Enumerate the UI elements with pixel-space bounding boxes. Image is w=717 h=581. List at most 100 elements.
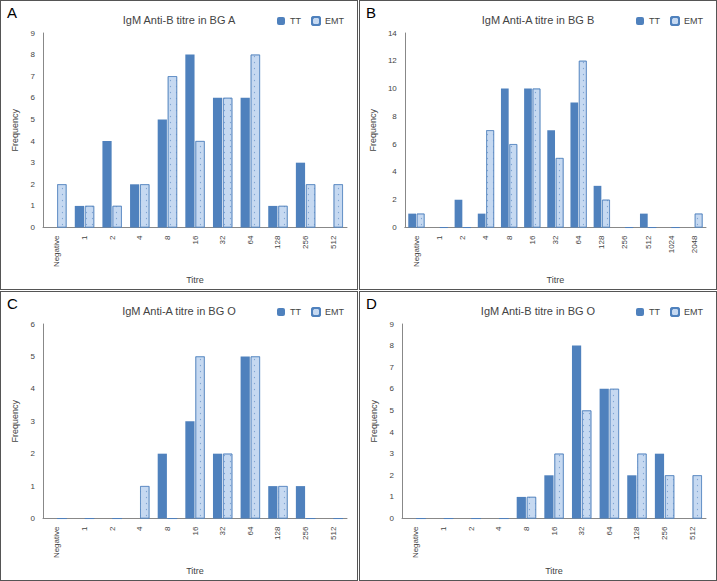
svg-text:64: 64 — [246, 526, 255, 535]
svg-text:128: 128 — [597, 235, 606, 249]
svg-text:6: 6 — [392, 140, 397, 149]
svg-text:1: 1 — [80, 526, 89, 531]
svg-text:Titre: Titre — [186, 275, 204, 285]
svg-text:0: 0 — [392, 223, 397, 232]
svg-text:5: 5 — [31, 115, 36, 124]
svg-text:8: 8 — [522, 526, 531, 531]
svg-text:4: 4 — [31, 137, 36, 146]
svg-text:64: 64 — [246, 235, 255, 244]
svg-text:IgM Anti-B titre in BG O: IgM Anti-B titre in BG O — [481, 305, 596, 317]
svg-text:16: 16 — [528, 235, 537, 244]
svg-text:0: 0 — [31, 514, 36, 523]
svg-text:3: 3 — [31, 158, 36, 167]
svg-text:1024: 1024 — [667, 235, 676, 253]
svg-text:3: 3 — [390, 449, 395, 458]
svg-text:Negative: Negative — [412, 235, 421, 267]
svg-text:128: 128 — [273, 526, 282, 540]
svg-text:2: 2 — [108, 235, 117, 240]
svg-text:6: 6 — [31, 93, 36, 102]
svg-text:512: 512 — [329, 235, 338, 249]
svg-text:8: 8 — [390, 341, 395, 350]
svg-text:9: 9 — [31, 29, 36, 38]
svg-text:Negative: Negative — [411, 526, 420, 558]
svg-text:16: 16 — [191, 235, 200, 244]
svg-text:64: 64 — [605, 526, 614, 535]
svg-text:TT: TT — [290, 307, 301, 317]
svg-text:Frequency: Frequency — [10, 109, 20, 152]
svg-text:512: 512 — [644, 235, 653, 249]
svg-text:1: 1 — [435, 235, 444, 240]
svg-text:4: 4 — [494, 526, 503, 531]
svg-text:B: B — [366, 4, 376, 21]
svg-text:2: 2 — [108, 526, 117, 531]
svg-text:8: 8 — [163, 526, 172, 531]
svg-text:Negative: Negative — [52, 235, 61, 267]
svg-text:7: 7 — [31, 72, 36, 81]
svg-text:6: 6 — [31, 320, 36, 329]
svg-text:EMT: EMT — [325, 307, 345, 317]
svg-text:12: 12 — [388, 56, 397, 65]
svg-text:512: 512 — [688, 526, 697, 540]
svg-text:EMT: EMT — [684, 307, 704, 317]
svg-text:32: 32 — [218, 526, 227, 535]
svg-text:Titre: Titre — [186, 566, 204, 576]
svg-text:4: 4 — [31, 384, 36, 393]
svg-text:A: A — [7, 4, 17, 21]
svg-text:256: 256 — [301, 526, 310, 540]
svg-text:128: 128 — [273, 235, 282, 249]
svg-text:256: 256 — [660, 526, 669, 540]
svg-text:Titre: Titre — [547, 275, 565, 285]
svg-text:2048: 2048 — [690, 235, 699, 253]
svg-text:EMT: EMT — [684, 16, 704, 26]
svg-text:2: 2 — [390, 471, 395, 480]
svg-text:TT: TT — [290, 16, 301, 26]
svg-text:0: 0 — [390, 514, 395, 523]
svg-text:8: 8 — [505, 235, 514, 240]
svg-text:256: 256 — [620, 235, 629, 249]
svg-text:2: 2 — [31, 449, 36, 458]
svg-text:512: 512 — [329, 526, 338, 540]
svg-text:128: 128 — [632, 526, 641, 540]
svg-text:2: 2 — [458, 235, 467, 240]
svg-text:4: 4 — [135, 526, 144, 531]
svg-text:Frequency: Frequency — [368, 109, 378, 152]
svg-text:4: 4 — [390, 428, 395, 437]
svg-text:Titre: Titre — [545, 566, 563, 576]
svg-text:8: 8 — [392, 112, 397, 121]
svg-text:64: 64 — [574, 235, 583, 244]
svg-text:TT: TT — [649, 16, 660, 26]
svg-text:4: 4 — [481, 235, 490, 240]
svg-text:4: 4 — [392, 167, 397, 176]
svg-text:16: 16 — [550, 526, 559, 535]
svg-text:Frequency: Frequency — [10, 400, 20, 443]
svg-text:1: 1 — [439, 526, 448, 531]
svg-text:IgM Anti-A titre in BG B: IgM Anti-A titre in BG B — [482, 14, 595, 26]
svg-text:Frequency: Frequency — [369, 400, 379, 443]
svg-text:256: 256 — [301, 235, 310, 249]
svg-text:1: 1 — [390, 492, 395, 501]
svg-text:C: C — [7, 295, 18, 312]
svg-text:32: 32 — [218, 235, 227, 244]
svg-text:6: 6 — [390, 384, 395, 393]
svg-text:1: 1 — [80, 235, 89, 240]
svg-text:5: 5 — [390, 406, 395, 415]
svg-text:32: 32 — [577, 526, 586, 535]
svg-text:1: 1 — [31, 482, 36, 491]
svg-text:14: 14 — [388, 29, 397, 38]
svg-text:8: 8 — [31, 50, 36, 59]
svg-text:8: 8 — [163, 235, 172, 240]
svg-text:2: 2 — [31, 180, 36, 189]
svg-text:32: 32 — [551, 235, 560, 244]
svg-text:1: 1 — [31, 201, 36, 210]
svg-text:IgM Anti-A titre in BG O: IgM Anti-A titre in BG O — [122, 305, 236, 317]
svg-text:9: 9 — [390, 320, 395, 329]
svg-text:5: 5 — [31, 352, 36, 361]
svg-text:D: D — [366, 295, 377, 312]
svg-text:7: 7 — [390, 363, 395, 372]
svg-text:10: 10 — [388, 84, 397, 93]
svg-text:4: 4 — [135, 235, 144, 240]
svg-text:IgM Anti-B titre in BG A: IgM Anti-B titre in BG A — [123, 14, 236, 26]
svg-text:Negative: Negative — [52, 526, 61, 558]
svg-text:3: 3 — [31, 417, 36, 426]
svg-text:0: 0 — [31, 223, 36, 232]
